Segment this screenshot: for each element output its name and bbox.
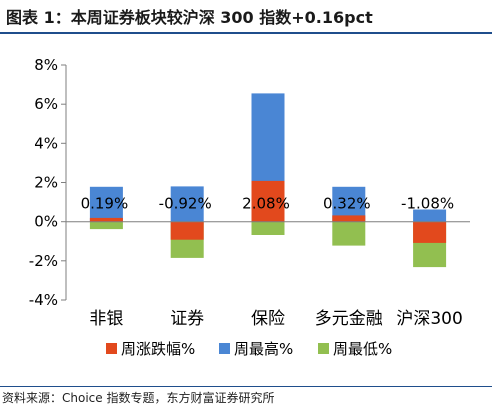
bar-change-1	[170, 221, 204, 240]
y-tick-label: 6%	[34, 95, 58, 113]
y-tick-label: 4%	[34, 134, 58, 152]
title-divider	[0, 32, 492, 34]
y-ticks-layer: -4% -2% 0% 2% 4% 6% 8%	[29, 56, 66, 309]
bar-low-3	[332, 221, 366, 246]
x-tick-label: 多元金融	[315, 309, 383, 329]
y-tick-label: -4%	[29, 291, 58, 309]
bar-change-4	[413, 221, 447, 243]
legend-label: 周最低%	[333, 340, 392, 358]
legend-label: 周涨跌幅%	[121, 340, 195, 358]
y-tick-label: 2%	[34, 174, 58, 192]
chart-title: 图表 1：本周证券板块较沪深 300 指数+0.16pct	[6, 8, 373, 27]
x-categories-layer: 非银 证券 保险 多元金融 沪深300	[89, 309, 462, 329]
bar-high-0	[89, 186, 123, 222]
y-tick-label: 8%	[34, 56, 58, 74]
legend-swatch-change	[106, 343, 117, 354]
data-label: -0.92%	[159, 195, 212, 213]
x-tick-label: 非银	[89, 309, 123, 329]
data-label: 0.19%	[81, 195, 129, 213]
x-tick-label: 沪深300	[396, 309, 462, 329]
legend-swatch-high	[219, 343, 230, 354]
legend-swatch-low	[318, 343, 329, 354]
bar-high-4	[413, 209, 447, 222]
bar-change-0	[89, 217, 123, 222]
x-tick-label: 保险	[251, 309, 285, 329]
x-tick-label: 证券	[170, 309, 204, 329]
bars-layer	[89, 93, 447, 268]
bar-change-2	[251, 180, 285, 222]
data-label: 2.08%	[242, 195, 290, 213]
legend-label: 周最高%	[234, 340, 293, 358]
bar-low-0	[89, 221, 123, 230]
y-tick-label: 0%	[34, 213, 58, 231]
y-tick-label: -2%	[29, 252, 58, 270]
source-note: 资料来源：Choice 指数专题，东方财富证券研究所	[2, 391, 275, 405]
data-label: -1.08%	[401, 195, 454, 213]
data-labels-layer: 0.19% -0.92% 2.08% 0.32% -1.08%	[81, 195, 455, 213]
legend: 周涨跌幅% 周最高% 周最低%	[106, 340, 392, 358]
source-divider	[0, 386, 492, 387]
bar-low-2	[251, 221, 285, 235]
data-label: 0.32%	[323, 195, 371, 213]
bar-chart: -4% -2% 0% 2% 4% 6% 8% 非银 证券 保险 多元金融 沪深300 0.19% -0…	[29, 56, 470, 358]
bar-high-1	[170, 186, 204, 222]
bar-change-3	[332, 215, 366, 222]
